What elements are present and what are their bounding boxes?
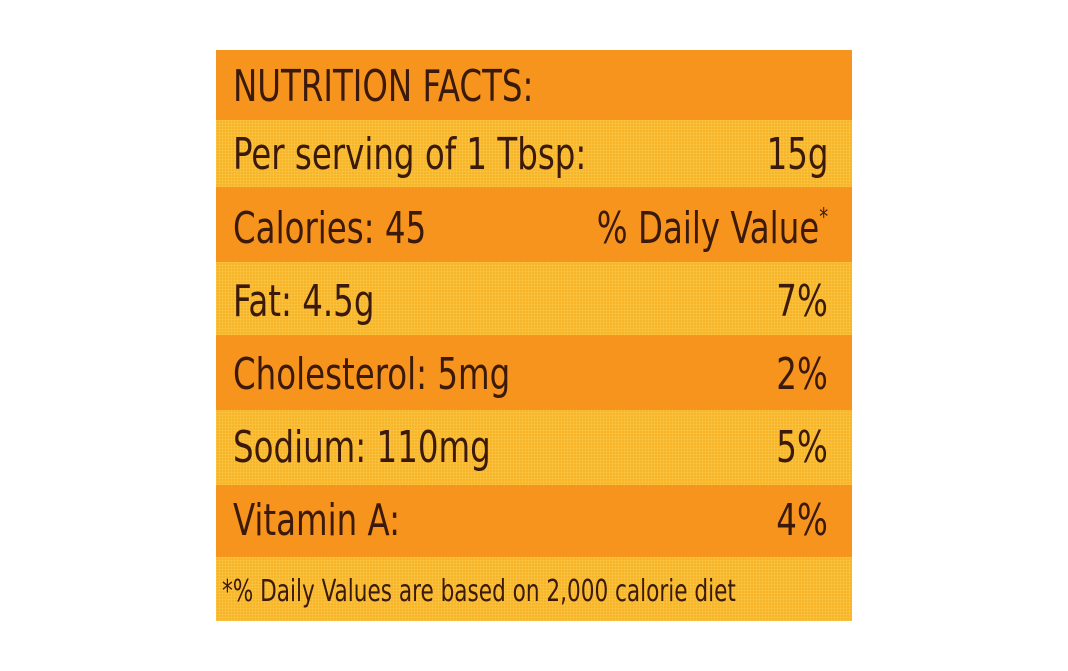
nutrition-label: NUTRITION FACTS: Per serving of 1 Tbsp: … (216, 50, 852, 621)
nutrient-value: 4% (776, 495, 828, 546)
nutrient-label: Sodium: 110mg (233, 422, 491, 473)
calories-row: Calories: 45 % Daily Value* (216, 187, 852, 262)
daily-value-header: % Daily Value* (597, 205, 828, 251)
nutrient-value: 2% (776, 349, 828, 400)
asterisk-marker: * (819, 203, 828, 231)
serving-label: Per serving of 1 Tbsp: (233, 129, 587, 180)
nutrient-row-fat: Fat: 4.5g 7% (216, 262, 852, 335)
nutrient-row-cholesterol: Cholesterol: 5mg 2% (216, 335, 852, 410)
serving-value: 15g (766, 129, 828, 180)
daily-value-text: % Daily Value (596, 203, 820, 254)
nutrient-row-sodium: Sodium: 110mg 5% (216, 410, 852, 485)
nutrient-label: Vitamin A: (233, 495, 401, 546)
nutrient-row-vitamin-a: Vitamin A: 4% (216, 485, 852, 557)
nutrient-label: Fat: 4.5g (233, 276, 375, 327)
nutrient-label: Cholesterol: 5mg (233, 349, 511, 400)
nutrient-value: 5% (776, 422, 828, 473)
nutrition-title: NUTRITION FACTS: (233, 61, 534, 112)
calories-label: Calories: 45 (233, 203, 427, 254)
serving-row: Per serving of 1 Tbsp: 15g (216, 120, 852, 187)
footnote-text: *% Daily Values are based on 2,000 calor… (222, 574, 736, 609)
title-row: NUTRITION FACTS: (216, 50, 852, 120)
nutrient-value: 7% (776, 276, 828, 327)
footnote-row: *% Daily Values are based on 2,000 calor… (216, 557, 852, 621)
